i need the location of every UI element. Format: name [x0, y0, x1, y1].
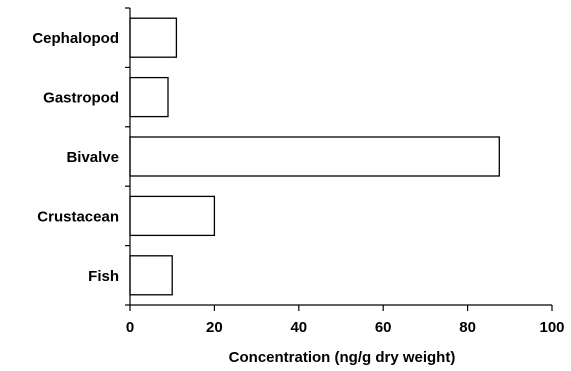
category-label-bivalve: Bivalve — [66, 149, 119, 166]
labels-layer: Cephalopod Gastropod Bivalve Crustacean Fish… — [32, 30, 564, 336]
x-tick-label-20: 20 — [206, 319, 223, 336]
category-label-gastropod: Gastropod — [43, 90, 119, 107]
bar-cephalopod — [129, 17, 178, 58]
x-tick-label-0: 0 — [126, 319, 134, 336]
bar-bivalve — [129, 136, 500, 177]
x-tick-label-40: 40 — [290, 319, 307, 336]
x-tick-label-60: 60 — [375, 319, 392, 336]
category-label-cephalopod: Cephalopod — [32, 30, 119, 47]
bar-crustacean — [129, 195, 216, 237]
category-label-crustacean: Crustacean — [37, 208, 119, 225]
bar-gastropod — [129, 76, 169, 118]
x-axis-title: Concentration (ng/g dry weight) — [229, 349, 456, 366]
ticks-layer — [125, 7, 553, 311]
category-label-fish: Fish — [88, 268, 119, 285]
x-tick-label-80: 80 — [459, 319, 476, 336]
x-tick-label-100: 100 — [539, 319, 564, 336]
bar-fish — [129, 255, 173, 296]
bars-layer — [129, 17, 500, 296]
axes-layer — [129, 8, 552, 306]
